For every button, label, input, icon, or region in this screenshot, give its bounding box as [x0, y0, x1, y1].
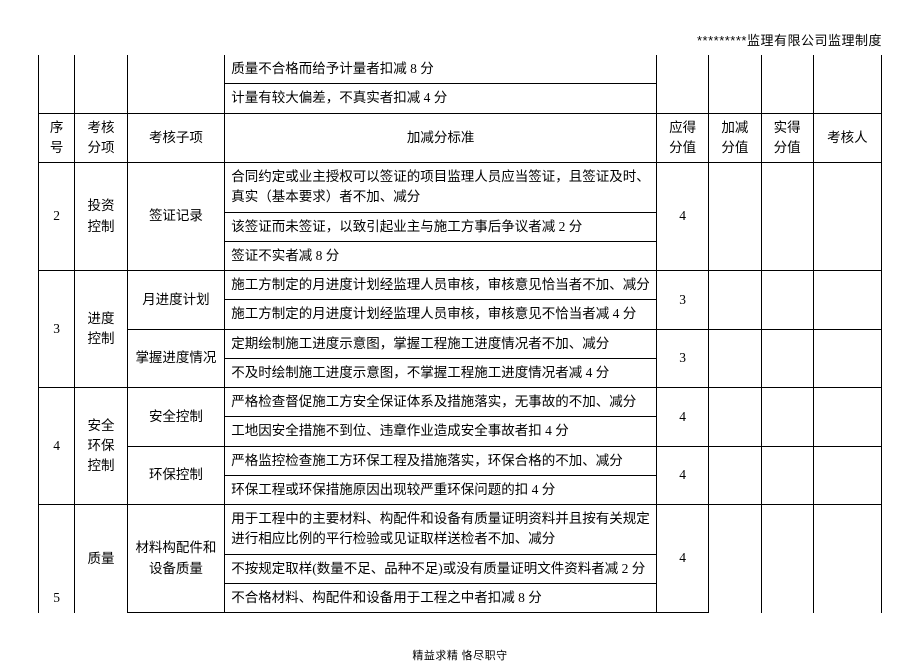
category-cell: 安全环保控制 [75, 388, 127, 505]
seq-cell: 4 [39, 388, 75, 505]
score-cell: 3 [657, 271, 709, 330]
subitem-cell: 掌握进度情况 [127, 329, 225, 388]
subitem-cell: 安全控制 [127, 388, 225, 447]
col-evaluator-header: 考核人 [813, 113, 881, 163]
table-row: 2 投资控制 签证记录 合同约定或业主授权可以签证的项目监理人员应当签证，且签证… [39, 163, 882, 213]
score-cell: 3 [657, 329, 709, 388]
eval-cell [813, 446, 881, 505]
page-footer: 精益求精 恪尽职守 [38, 647, 882, 663]
eval-cell [813, 388, 881, 447]
col-adjscore-header: 加减分值 [709, 113, 761, 163]
col-basescore-header: 应得分值 [657, 113, 709, 163]
col-criteria-header: 加减分标准 [225, 113, 657, 163]
score-cell: 4 [657, 446, 709, 505]
table-header-row: 序号 考核分项 考核子项 加减分标准 应得分值 加减分值 实得分值 考核人 [39, 113, 882, 163]
criteria-cell: 严格监控检查施工方环保工程及措施落实，环保合格的不加、减分 [225, 446, 657, 475]
adj-cell [709, 271, 761, 330]
seq-cell: 3 [39, 271, 75, 388]
adj-cell [709, 446, 761, 505]
subitem-cell: 材料构配件和设备质量 [127, 505, 225, 613]
category-cell: 投资控制 [75, 163, 127, 271]
criteria-cell: 该签证而未签证，以致引起业主与施工方事后争议者减 2 分 [225, 212, 657, 241]
eval-cell [813, 505, 881, 613]
act-cell [761, 446, 813, 505]
criteria-cell: 施工方制定的月进度计划经监理人员审核，审核意见不恰当者减 4 分 [225, 300, 657, 329]
table-row: 5 质量 材料构配件和设备质量 用于工程中的主要材料、构配件和设备有质量证明资料… [39, 505, 882, 555]
criteria-cell: 定期绘制施工进度示意图，掌握工程施工进度情况者不加、减分 [225, 329, 657, 358]
col-category-header: 考核分项 [75, 113, 127, 163]
subitem-cell: 月进度计划 [127, 271, 225, 330]
act-cell [761, 388, 813, 447]
criteria-cell: 合同约定或业主授权可以签证的项目监理人员应当签证，且签证及时、真实（基本要求）者… [225, 163, 657, 213]
adj-cell [709, 505, 761, 613]
eval-cell [813, 329, 881, 388]
criteria-cell: 质量不合格而给予计量者扣减 8 分 [225, 55, 657, 84]
criteria-cell: 施工方制定的月进度计划经监理人员审核，审核意见恰当者不加、减分 [225, 271, 657, 300]
criteria-cell: 不按规定取样(数量不足、品种不足)或没有质量证明文件资料者减 2 分 [225, 554, 657, 583]
category-cell: 进度控制 [75, 271, 127, 388]
assessment-table: 质量不合格而给予计量者扣减 8 分 计量有较大偏差，不真实者扣减 4 分 序号 … [38, 55, 882, 613]
criteria-cell: 签证不实者减 8 分 [225, 241, 657, 270]
criteria-cell: 计量有较大偏差，不真实者扣减 4 分 [225, 84, 657, 113]
adj-cell [709, 388, 761, 447]
criteria-cell: 用于工程中的主要材料、构配件和设备有质量证明资料并且按有关规定进行相应比例的平行… [225, 505, 657, 555]
category-cell: 质量 [75, 505, 127, 613]
act-cell [761, 505, 813, 613]
subitem-cell: 环保控制 [127, 446, 225, 505]
criteria-cell: 严格检查督促施工方安全保证体系及措施落实，无事故的不加、减分 [225, 388, 657, 417]
eval-cell [813, 163, 881, 271]
act-cell [761, 163, 813, 271]
act-cell [761, 271, 813, 330]
score-cell: 4 [657, 505, 709, 613]
page-header: *********监理有限公司监理制度 [38, 30, 882, 49]
seq-cell: 5 [39, 505, 75, 613]
score-cell: 4 [657, 163, 709, 271]
eval-cell [813, 271, 881, 330]
table-row: 3 进度控制 月进度计划 施工方制定的月进度计划经监理人员审核，审核意见恰当者不… [39, 271, 882, 300]
criteria-cell: 工地因安全措施不到位、违章作业造成安全事故者扣 4 分 [225, 417, 657, 446]
col-subitem-header: 考核子项 [127, 113, 225, 163]
criteria-cell: 不合格材料、构配件和设备用于工程之中者扣减 8 分 [225, 583, 657, 612]
col-actscore-header: 实得分值 [761, 113, 813, 163]
criteria-cell: 不及时绘制施工进度示意图，不掌握工程施工进度情况者减 4 分 [225, 358, 657, 387]
criteria-cell: 环保工程或环保措施原因出现较严重环保问题的扣 4 分 [225, 475, 657, 504]
act-cell [761, 329, 813, 388]
subitem-cell: 签证记录 [127, 163, 225, 271]
table-row: 4 安全环保控制 安全控制 严格检查督促施工方安全保证体系及措施落实，无事故的不… [39, 388, 882, 417]
table-row: 环保控制 严格监控检查施工方环保工程及措施落实，环保合格的不加、减分 4 [39, 446, 882, 475]
adj-cell [709, 329, 761, 388]
adj-cell [709, 163, 761, 271]
score-cell: 4 [657, 388, 709, 447]
table-row: 质量不合格而给予计量者扣减 8 分 [39, 55, 882, 84]
seq-cell: 2 [39, 163, 75, 271]
table-row: 计量有较大偏差，不真实者扣减 4 分 [39, 84, 882, 113]
table-row: 掌握进度情况 定期绘制施工进度示意图，掌握工程施工进度情况者不加、减分 3 [39, 329, 882, 358]
col-seq-header: 序号 [39, 113, 75, 163]
